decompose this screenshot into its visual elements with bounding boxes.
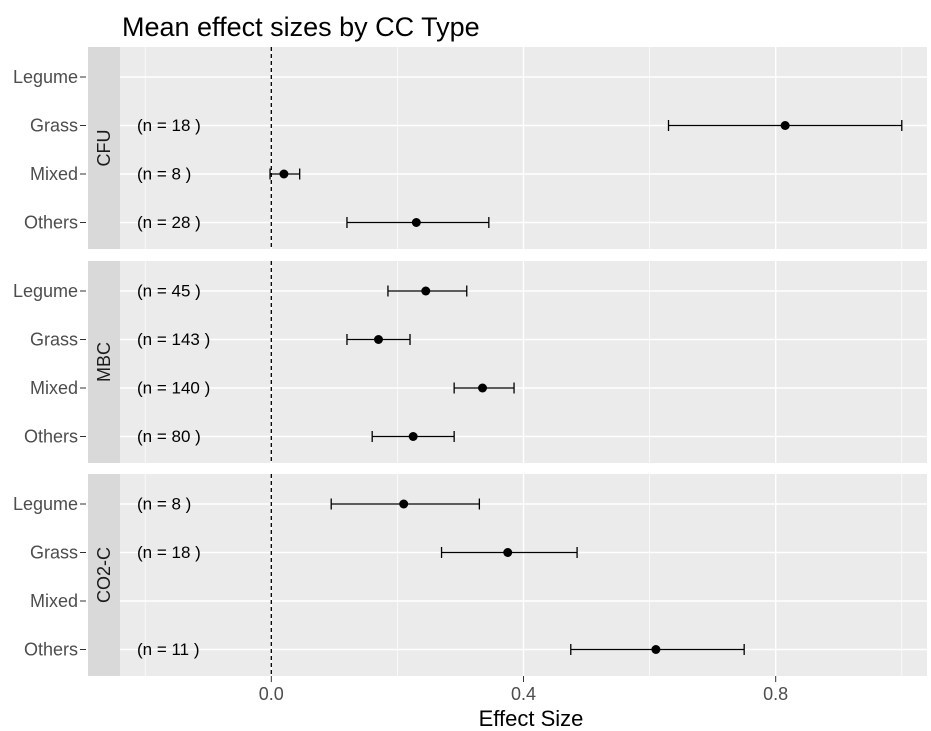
n-label: (n = 8 ) [137, 165, 191, 184]
y-tick-label: Mixed [30, 591, 78, 611]
chart-title: Mean effect sizes by CC Type [122, 12, 480, 42]
y-tick-label: Grass [30, 116, 78, 136]
mean-point [651, 645, 661, 654]
facet-label-cfu: CFU [94, 130, 114, 167]
mean-point [503, 548, 513, 557]
n-label: (n = 143 ) [137, 330, 210, 349]
mean-point [373, 335, 383, 344]
mean-point [411, 218, 421, 227]
mean-point [279, 169, 289, 179]
mean-point [478, 383, 488, 393]
y-tick-label: Legume [13, 494, 78, 514]
n-label: (n = 8 ) [137, 495, 191, 514]
panels-group: CFU Legume Grass (n = 18 ) Mixed (n = 8 ) Othe… [13, 47, 927, 676]
panel-mbc: MBC Legume (n = 45 ) Grass (n = 143 ) Mixed (n… [13, 261, 927, 463]
facet-strip [88, 47, 120, 249]
facet-strip [88, 474, 120, 676]
y-tick-label: Others [24, 213, 78, 233]
facet-label-mbc: MBC [94, 342, 114, 382]
n-label: (n = 18 ) [137, 543, 201, 562]
x-tick-label: 0.4 [511, 684, 536, 704]
mean-point [780, 121, 790, 130]
n-label: (n = 80 ) [137, 427, 201, 446]
y-tick-label: Mixed [30, 164, 78, 184]
y-tick-label: Grass [30, 543, 78, 563]
n-label: (n = 18 ) [137, 116, 201, 135]
facet-strip [88, 261, 120, 463]
n-label: (n = 45 ) [137, 282, 201, 301]
x-axis-label: Effect Size [479, 706, 584, 731]
mean-point [421, 286, 431, 296]
x-tick-label: 0.8 [763, 684, 788, 704]
facet-label-co2-c: CO2-C [94, 547, 114, 603]
x-axis: 0.0 0.4 0.8 [259, 676, 788, 704]
x-tick-label: 0.0 [259, 684, 284, 704]
y-tick-label: Others [24, 427, 78, 447]
panel-cfu: CFU Legume Grass (n = 18 ) Mixed (n = 8 ) Othe… [13, 47, 927, 249]
n-label: (n = 140 ) [137, 379, 210, 398]
y-tick-label: Others [24, 640, 78, 660]
y-tick-label: Legume [13, 67, 78, 87]
panel-co2-c: CO2-C Legume (n = 8 ) Grass (n = 18 ) Mixed Ot… [13, 474, 927, 676]
mean-point [399, 499, 409, 509]
n-label: (n = 11 ) [137, 640, 200, 659]
n-label: (n = 28 ) [137, 213, 201, 232]
y-tick-label: Legume [13, 281, 78, 301]
mean-point [408, 432, 418, 441]
y-tick-label: Mixed [30, 378, 78, 398]
y-tick-label: Grass [30, 330, 78, 350]
